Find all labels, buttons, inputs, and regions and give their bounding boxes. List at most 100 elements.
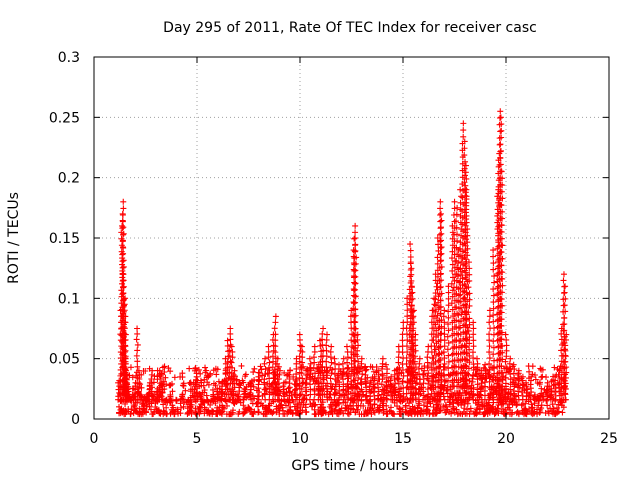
noise-point bbox=[538, 405, 545, 412]
noise-point bbox=[182, 387, 189, 394]
data-point bbox=[562, 347, 569, 354]
data-point bbox=[486, 343, 493, 350]
data-point bbox=[562, 391, 569, 398]
data-point bbox=[353, 370, 360, 377]
noise-point bbox=[127, 411, 134, 418]
data-point bbox=[465, 327, 472, 334]
data-point bbox=[234, 391, 241, 398]
data-point bbox=[441, 331, 448, 338]
data-point bbox=[352, 273, 359, 280]
data-point bbox=[463, 304, 470, 311]
data-point bbox=[498, 376, 505, 383]
data-point bbox=[210, 391, 217, 398]
data-point bbox=[410, 319, 417, 326]
x-tick-label: 10 bbox=[291, 431, 309, 447]
data-point bbox=[424, 364, 431, 371]
data-point bbox=[323, 336, 330, 343]
data-point bbox=[367, 379, 374, 386]
noise-point bbox=[333, 410, 340, 417]
data-point bbox=[262, 371, 269, 378]
data-point bbox=[331, 391, 338, 398]
data-point bbox=[323, 364, 330, 371]
data-point bbox=[561, 327, 568, 334]
data-point bbox=[122, 319, 129, 326]
data-point bbox=[441, 325, 448, 332]
data-point bbox=[410, 325, 417, 332]
noise-point bbox=[155, 406, 162, 413]
data-point bbox=[354, 353, 361, 360]
data-point bbox=[558, 330, 565, 337]
noise-point bbox=[186, 380, 193, 387]
data-point bbox=[445, 308, 452, 315]
noise-point bbox=[340, 399, 347, 406]
noise-point bbox=[495, 410, 502, 417]
data-point bbox=[306, 355, 313, 362]
data-point bbox=[562, 342, 569, 349]
noise-point bbox=[489, 389, 496, 396]
data-point bbox=[348, 360, 355, 367]
data-point bbox=[331, 371, 338, 378]
data-point bbox=[265, 343, 272, 350]
noise-point bbox=[206, 372, 213, 379]
data-point bbox=[463, 336, 470, 343]
noise-point bbox=[365, 400, 372, 407]
noise-point bbox=[387, 404, 394, 411]
data-point bbox=[332, 381, 339, 388]
noise-point bbox=[342, 404, 349, 411]
noise-point bbox=[347, 409, 354, 416]
noise-point bbox=[328, 409, 335, 416]
noise-point bbox=[290, 373, 297, 380]
data-point bbox=[562, 283, 569, 290]
data-point bbox=[548, 385, 555, 392]
data-point bbox=[497, 128, 504, 135]
noise-point bbox=[433, 409, 440, 416]
data-point bbox=[499, 242, 506, 249]
data-point bbox=[247, 383, 254, 390]
data-point bbox=[527, 392, 534, 399]
data-point bbox=[498, 134, 505, 141]
data-point bbox=[354, 380, 361, 387]
data-point bbox=[403, 331, 410, 338]
data-point bbox=[218, 389, 225, 396]
data-point bbox=[122, 336, 129, 343]
data-point bbox=[408, 277, 415, 284]
data-point bbox=[156, 367, 163, 374]
noise-point bbox=[177, 410, 184, 417]
data-point bbox=[507, 355, 514, 362]
y-tick-label: 0 bbox=[71, 412, 80, 428]
data-point bbox=[490, 266, 497, 273]
data-point bbox=[293, 355, 300, 362]
noise-point bbox=[143, 409, 150, 416]
data-point bbox=[358, 381, 365, 388]
noise-point bbox=[410, 406, 417, 413]
data-point bbox=[272, 331, 279, 338]
data-point bbox=[299, 359, 306, 366]
data-point bbox=[461, 165, 468, 172]
data-point bbox=[420, 392, 427, 399]
data-point bbox=[173, 397, 180, 404]
noise-point bbox=[326, 403, 333, 410]
noise-point bbox=[163, 404, 170, 411]
data-point bbox=[474, 360, 481, 367]
noise-point bbox=[268, 400, 275, 407]
data-point bbox=[339, 360, 346, 367]
data-point bbox=[435, 351, 442, 358]
data-point bbox=[486, 390, 493, 397]
noise-point bbox=[320, 410, 327, 417]
data-point bbox=[119, 217, 126, 224]
data-point bbox=[464, 252, 471, 259]
noise-point bbox=[131, 407, 138, 414]
data-point bbox=[441, 378, 448, 385]
data-point bbox=[465, 284, 472, 291]
data-point bbox=[438, 230, 445, 237]
data-point bbox=[362, 367, 369, 374]
data-point bbox=[453, 323, 460, 330]
data-point bbox=[470, 337, 477, 344]
data-point bbox=[449, 261, 456, 268]
noise-point bbox=[446, 372, 453, 379]
data-point bbox=[351, 261, 358, 268]
noise-point bbox=[529, 404, 536, 411]
noise-point bbox=[481, 410, 488, 417]
noise-point bbox=[526, 368, 533, 375]
data-point bbox=[119, 258, 126, 265]
